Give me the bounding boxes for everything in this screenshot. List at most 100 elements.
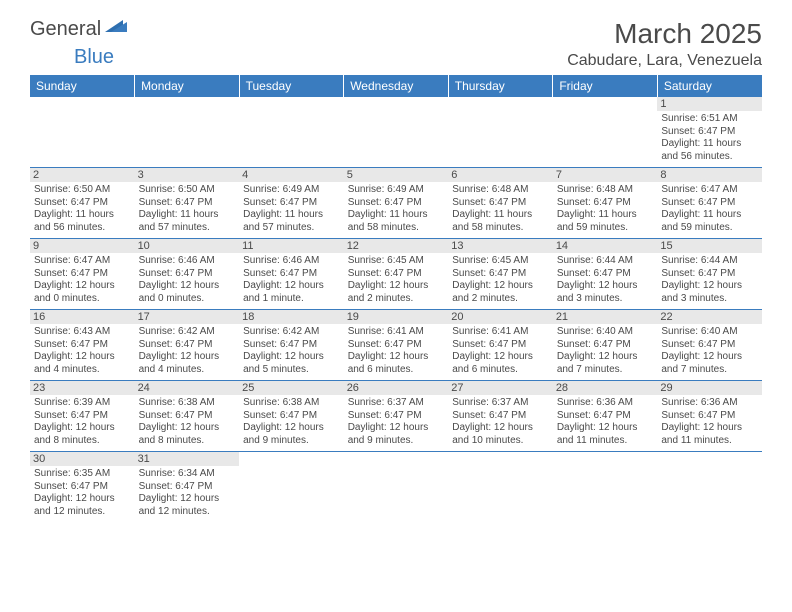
day-number: 20	[448, 310, 553, 324]
sunrise-text: Sunrise: 6:50 AM	[139, 184, 236, 197]
calendar-cell: 6Sunrise: 6:48 AMSunset: 6:47 PMDaylight…	[448, 168, 553, 239]
sunrise-text: Sunrise: 6:42 AM	[243, 326, 340, 339]
sunset-text: Sunset: 6:47 PM	[243, 410, 340, 423]
sunset-text: Sunset: 6:47 PM	[661, 339, 758, 352]
calendar-head: SundayMondayTuesdayWednesdayThursdayFrid…	[30, 75, 762, 97]
weekday-header: Friday	[553, 75, 658, 97]
daylight-text: Daylight: 11 hours and 59 minutes.	[557, 209, 654, 234]
daylight-text: Daylight: 12 hours and 3 minutes.	[661, 280, 758, 305]
sunset-text: Sunset: 6:47 PM	[557, 410, 654, 423]
daylight-text: Daylight: 11 hours and 56 minutes.	[34, 209, 131, 234]
calendar-cell: 31Sunrise: 6:34 AMSunset: 6:47 PMDayligh…	[135, 452, 240, 523]
calendar-row: 23Sunrise: 6:39 AMSunset: 6:47 PMDayligh…	[30, 381, 762, 452]
weekday-header: Wednesday	[344, 75, 449, 97]
weekday-header: Tuesday	[239, 75, 344, 97]
sunset-text: Sunset: 6:47 PM	[139, 481, 236, 494]
day-number: 10	[135, 239, 240, 253]
daylight-text: Daylight: 11 hours and 59 minutes.	[661, 209, 758, 234]
sunset-text: Sunset: 6:47 PM	[243, 268, 340, 281]
calendar-row: 30Sunrise: 6:35 AMSunset: 6:47 PMDayligh…	[30, 452, 762, 523]
weekday-header: Monday	[135, 75, 240, 97]
daylight-text: Daylight: 11 hours and 58 minutes.	[452, 209, 549, 234]
calendar-cell: 10Sunrise: 6:46 AMSunset: 6:47 PMDayligh…	[135, 239, 240, 310]
sunset-text: Sunset: 6:47 PM	[452, 410, 549, 423]
daylight-text: Daylight: 12 hours and 9 minutes.	[243, 422, 340, 447]
day-number: 21	[553, 310, 658, 324]
calendar-cell: 2Sunrise: 6:50 AMSunset: 6:47 PMDaylight…	[30, 168, 135, 239]
calendar-cell: 27Sunrise: 6:37 AMSunset: 6:47 PMDayligh…	[448, 381, 553, 452]
sunset-text: Sunset: 6:47 PM	[243, 339, 340, 352]
logo-text-blue: Blue	[74, 46, 114, 68]
daylight-text: Daylight: 12 hours and 1 minute.	[243, 280, 340, 305]
sunrise-text: Sunrise: 6:47 AM	[34, 255, 131, 268]
sunrise-text: Sunrise: 6:38 AM	[243, 397, 340, 410]
sunset-text: Sunset: 6:47 PM	[34, 410, 131, 423]
weekday-header: Thursday	[448, 75, 553, 97]
sunrise-text: Sunrise: 6:37 AM	[452, 397, 549, 410]
day-number: 3	[135, 168, 240, 182]
sunrise-text: Sunrise: 6:41 AM	[348, 326, 445, 339]
sunrise-text: Sunrise: 6:44 AM	[557, 255, 654, 268]
day-number: 9	[30, 239, 135, 253]
sunrise-text: Sunrise: 6:50 AM	[34, 184, 131, 197]
calendar-body: 1Sunrise: 6:51 AMSunset: 6:47 PMDaylight…	[30, 97, 762, 522]
day-number: 23	[30, 381, 135, 395]
calendar-cell: 7Sunrise: 6:48 AMSunset: 6:47 PMDaylight…	[553, 168, 658, 239]
calendar-cell: 3Sunrise: 6:50 AMSunset: 6:47 PMDaylight…	[135, 168, 240, 239]
daylight-text: Daylight: 12 hours and 9 minutes.	[348, 422, 445, 447]
calendar-cell	[553, 97, 658, 168]
sunset-text: Sunset: 6:47 PM	[139, 410, 236, 423]
logo-text-general: General	[30, 18, 101, 41]
day-number: 26	[344, 381, 449, 395]
calendar-cell: 29Sunrise: 6:36 AMSunset: 6:47 PMDayligh…	[657, 381, 762, 452]
daylight-text: Daylight: 11 hours and 58 minutes.	[348, 209, 445, 234]
day-number: 6	[448, 168, 553, 182]
daylight-text: Daylight: 12 hours and 0 minutes.	[34, 280, 131, 305]
calendar-cell: 19Sunrise: 6:41 AMSunset: 6:47 PMDayligh…	[344, 310, 449, 381]
calendar-cell: 17 Sunrise: 6:42 AMSunset: 6:47 PMDayligh…	[135, 310, 240, 381]
daylight-text: Daylight: 12 hours and 7 minutes.	[661, 351, 758, 376]
sunrise-text: Sunrise: 6:48 AM	[452, 184, 549, 197]
daylight-text: Daylight: 11 hours and 56 minutes.	[661, 138, 758, 163]
daylight-text: Daylight: 12 hours and 4 minutes.	[139, 351, 236, 376]
daylight-text: Daylight: 12 hours and 8 minutes.	[34, 422, 131, 447]
day-number: 14	[553, 239, 658, 253]
sunset-text: Sunset: 6:47 PM	[348, 268, 445, 281]
sunset-text: Sunset: 6:47 PM	[34, 339, 131, 352]
calendar-cell: 25Sunrise: 6:38 AMSunset: 6:47 PMDayligh…	[239, 381, 344, 452]
calendar-row: 2Sunrise: 6:50 AMSunset: 6:47 PMDaylight…	[30, 168, 762, 239]
sunrise-text: Sunrise: 6:41 AM	[452, 326, 549, 339]
sunset-text: Sunset: 6:47 PM	[34, 481, 131, 494]
day-number: 1	[657, 97, 762, 111]
sunset-text: Sunset: 6:47 PM	[139, 339, 236, 352]
calendar-cell: 16Sunrise: 6:43 AMSunset: 6:47 PMDayligh…	[30, 310, 135, 381]
day-number: 18	[239, 310, 344, 324]
daylight-text: Daylight: 12 hours and 2 minutes.	[348, 280, 445, 305]
calendar-cell: 30Sunrise: 6:35 AMSunset: 6:47 PMDayligh…	[30, 452, 135, 523]
sunset-text: Sunset: 6:47 PM	[661, 126, 758, 139]
calendar-row: 16Sunrise: 6:43 AMSunset: 6:47 PMDayligh…	[30, 310, 762, 381]
calendar-cell: 26Sunrise: 6:37 AMSunset: 6:47 PMDayligh…	[344, 381, 449, 452]
sunset-text: Sunset: 6:47 PM	[34, 197, 131, 210]
sunrise-text: Sunrise: 6:35 AM	[34, 468, 131, 481]
day-number: 15	[657, 239, 762, 253]
day-number: 11	[239, 239, 344, 253]
day-number: 16	[30, 310, 135, 324]
sunrise-text: Sunrise: 6:38 AM	[139, 397, 236, 410]
sunset-text: Sunset: 6:47 PM	[243, 197, 340, 210]
day-number: 17	[135, 310, 240, 324]
calendar-cell: 14Sunrise: 6:44 AMSunset: 6:47 PMDayligh…	[553, 239, 658, 310]
daylight-text: Daylight: 12 hours and 0 minutes.	[139, 280, 236, 305]
day-number: 13	[448, 239, 553, 253]
day-number: 29	[657, 381, 762, 395]
month-title: March 2025	[567, 18, 762, 50]
calendar-cell	[30, 97, 135, 168]
calendar-cell: 23Sunrise: 6:39 AMSunset: 6:47 PMDayligh…	[30, 381, 135, 452]
sunset-text: Sunset: 6:47 PM	[348, 410, 445, 423]
sunrise-text: Sunrise: 6:42 AM	[139, 326, 236, 339]
sunrise-text: Sunrise: 6:36 AM	[557, 397, 654, 410]
daylight-text: Daylight: 12 hours and 11 minutes.	[557, 422, 654, 447]
sunrise-text: Sunrise: 6:40 AM	[557, 326, 654, 339]
calendar-row: 1Sunrise: 6:51 AMSunset: 6:47 PMDaylight…	[30, 97, 762, 168]
day-number: 12	[344, 239, 449, 253]
